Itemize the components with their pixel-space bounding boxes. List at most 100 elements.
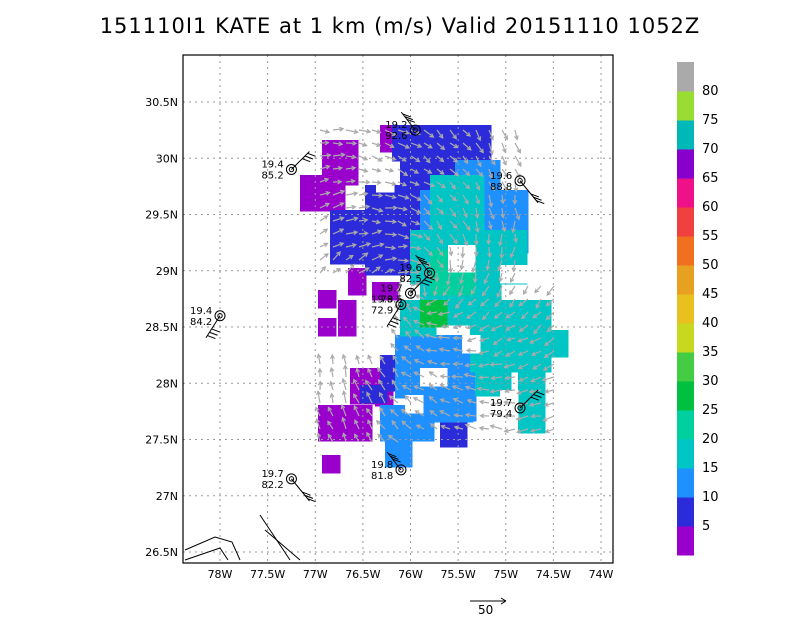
wind-vector-head <box>478 425 484 431</box>
wind-vector-head <box>542 417 548 422</box>
wind-vector <box>423 155 431 163</box>
wind-vector <box>514 155 522 167</box>
observation-circle-inner <box>398 301 404 308</box>
wind-vector <box>531 350 542 356</box>
wind-vector-head <box>367 419 372 425</box>
speed-cell <box>482 134 492 144</box>
wind-vector-head <box>429 422 435 428</box>
wind-vector <box>358 129 371 133</box>
speed-cell <box>473 257 483 267</box>
wind-vector <box>479 337 490 342</box>
speed-cell <box>455 230 465 240</box>
wind-vector <box>504 428 516 433</box>
speed-cell <box>366 255 376 265</box>
speed-cell <box>403 440 413 450</box>
speed-cell <box>482 230 492 240</box>
wind-vector-head <box>489 411 495 417</box>
speed-cell <box>428 143 438 153</box>
observation-altitude: 19.6 <box>490 171 512 182</box>
wind-vector <box>458 285 464 297</box>
wind-vector <box>332 128 344 131</box>
wind-vector <box>462 233 468 246</box>
speed-cell <box>357 246 367 256</box>
wind-vector <box>401 409 412 417</box>
wind-vector-head <box>338 141 344 147</box>
speed-cell <box>431 389 441 399</box>
wind-vector-head <box>442 291 448 297</box>
speed-cell <box>470 318 480 328</box>
speed-cell <box>473 152 483 162</box>
speed-cell <box>425 423 435 433</box>
wind-vector <box>345 206 356 209</box>
wind-vector <box>327 434 334 443</box>
wind-vector <box>392 355 399 365</box>
wind-vector-head <box>414 410 420 415</box>
speed-cell <box>515 309 525 319</box>
speed-cell <box>380 432 390 442</box>
speed-cell <box>300 175 310 185</box>
wind-vector <box>403 316 412 326</box>
speed-cell <box>518 248 528 258</box>
observation-circle-inner <box>217 313 223 319</box>
coastline-segment <box>264 529 301 561</box>
speed-cell <box>428 413 438 423</box>
speed-cell <box>509 239 519 249</box>
wind-vector-head <box>530 351 537 356</box>
speed-cell <box>339 255 349 265</box>
speed-cell <box>431 353 441 363</box>
speed-cell <box>401 152 411 162</box>
speed-cell <box>439 220 449 230</box>
wind-vector-head <box>323 253 329 258</box>
colorbar-segment <box>677 410 694 440</box>
wind-vector <box>510 272 516 283</box>
colorbar-label: 75 <box>702 113 719 128</box>
wind-vector <box>436 142 445 150</box>
wind-vector-head <box>367 354 372 360</box>
wind-vector-head <box>521 314 526 320</box>
speed-cell <box>420 199 430 209</box>
speed-cell <box>440 385 450 395</box>
wind-vector-head <box>325 164 331 170</box>
wind-vector <box>488 207 495 219</box>
observation-circle <box>514 402 526 414</box>
wind-vector-head <box>324 129 331 134</box>
wind-vector <box>462 168 470 176</box>
wind-vector <box>514 207 520 220</box>
reference-vector-label: 50 <box>478 603 493 617</box>
wind-vector <box>356 368 360 378</box>
wind-vector <box>465 414 477 417</box>
wind-vector <box>317 433 321 443</box>
speed-cell <box>519 217 529 227</box>
speed-cell <box>389 432 399 442</box>
wind-barb-flag <box>406 118 416 123</box>
speed-cell <box>385 183 395 193</box>
wind-vector-head <box>463 159 469 165</box>
speed-cell <box>339 237 349 247</box>
wind-vector <box>429 396 438 404</box>
speed-cell <box>403 449 413 459</box>
colorbar-label: 15 <box>702 461 719 476</box>
wind-vector-head <box>477 363 484 368</box>
speed-cell <box>484 387 494 397</box>
wind-vector-head <box>440 145 446 151</box>
wind-barb-staff <box>519 389 539 409</box>
wind-speed-field <box>300 125 569 474</box>
wind-vector-head <box>477 350 484 356</box>
speed-cell <box>506 354 516 364</box>
speed-cell <box>475 202 485 212</box>
wind-vector <box>391 420 399 430</box>
speed-cell <box>466 184 476 194</box>
wind-vector <box>488 194 492 207</box>
colorbar-label: 40 <box>702 316 719 331</box>
wind-vector-head <box>477 162 482 168</box>
speed-cell <box>363 423 373 433</box>
speed-cell <box>422 353 432 363</box>
wind-vector-head <box>493 352 499 357</box>
speed-cell <box>374 203 384 213</box>
wind-vector-head <box>363 168 369 173</box>
axis-labels: 78W 77.5W 77W 76.5W 76W 75.5W 75W 74.5W 74W 26.5N… <box>145 96 613 581</box>
wind-vector-head <box>377 157 383 162</box>
speed-cell <box>392 248 402 258</box>
colorbar-segment <box>677 236 694 266</box>
wind-vector-head <box>378 207 384 213</box>
